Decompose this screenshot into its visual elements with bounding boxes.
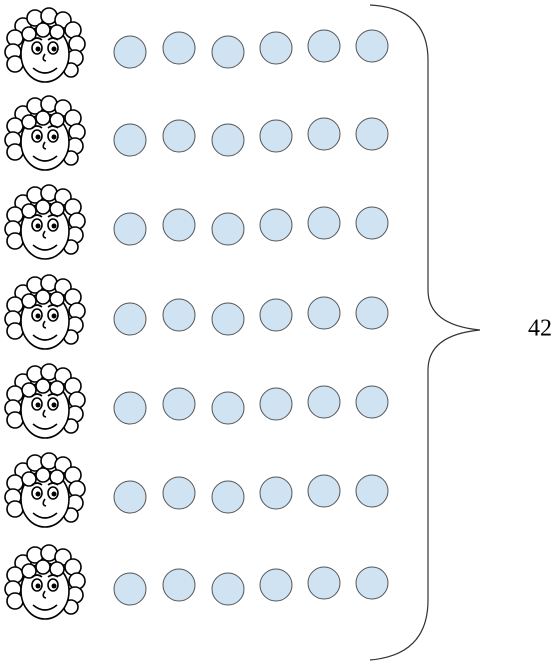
counter <box>356 386 388 418</box>
counter <box>308 118 340 150</box>
counter <box>308 475 340 507</box>
counter <box>163 569 195 601</box>
counter <box>260 209 292 241</box>
face-icon <box>5 453 85 527</box>
counter <box>308 207 340 239</box>
face-icon <box>5 364 85 438</box>
counter <box>356 30 388 62</box>
counter <box>114 481 146 513</box>
row <box>5 453 388 527</box>
counter <box>308 297 340 329</box>
rows <box>5 8 388 619</box>
counter <box>163 120 195 152</box>
counter <box>163 477 195 509</box>
counter <box>356 567 388 599</box>
counter <box>163 299 195 331</box>
counter <box>260 120 292 152</box>
counter <box>163 388 195 420</box>
counter <box>260 569 292 601</box>
row <box>5 96 388 170</box>
counter <box>356 297 388 329</box>
face-icon <box>5 96 85 170</box>
counter <box>260 477 292 509</box>
row <box>5 545 388 619</box>
brace <box>370 5 480 660</box>
counter <box>114 303 146 335</box>
face-icon <box>5 185 85 259</box>
counter <box>356 475 388 507</box>
counter <box>212 573 244 605</box>
counter <box>356 118 388 150</box>
counter <box>114 213 146 245</box>
counter <box>114 573 146 605</box>
counter <box>163 209 195 241</box>
row <box>5 8 388 82</box>
counter <box>212 481 244 513</box>
counter <box>260 299 292 331</box>
row <box>5 364 388 438</box>
counter <box>308 567 340 599</box>
counter <box>114 124 146 156</box>
face-icon <box>5 275 85 349</box>
total-label: 42 <box>528 316 552 342</box>
counter <box>212 124 244 156</box>
counter <box>308 386 340 418</box>
counter <box>163 32 195 64</box>
counter <box>308 30 340 62</box>
counter <box>356 207 388 239</box>
counter <box>212 36 244 68</box>
counter <box>260 32 292 64</box>
row <box>5 185 388 259</box>
row <box>5 275 388 349</box>
face-icon <box>5 8 85 82</box>
counter <box>260 388 292 420</box>
counter <box>114 36 146 68</box>
counter <box>114 392 146 424</box>
counter <box>212 213 244 245</box>
counter <box>212 392 244 424</box>
diagram: 42 <box>0 0 555 665</box>
counter <box>212 303 244 335</box>
face-icon <box>5 545 85 619</box>
